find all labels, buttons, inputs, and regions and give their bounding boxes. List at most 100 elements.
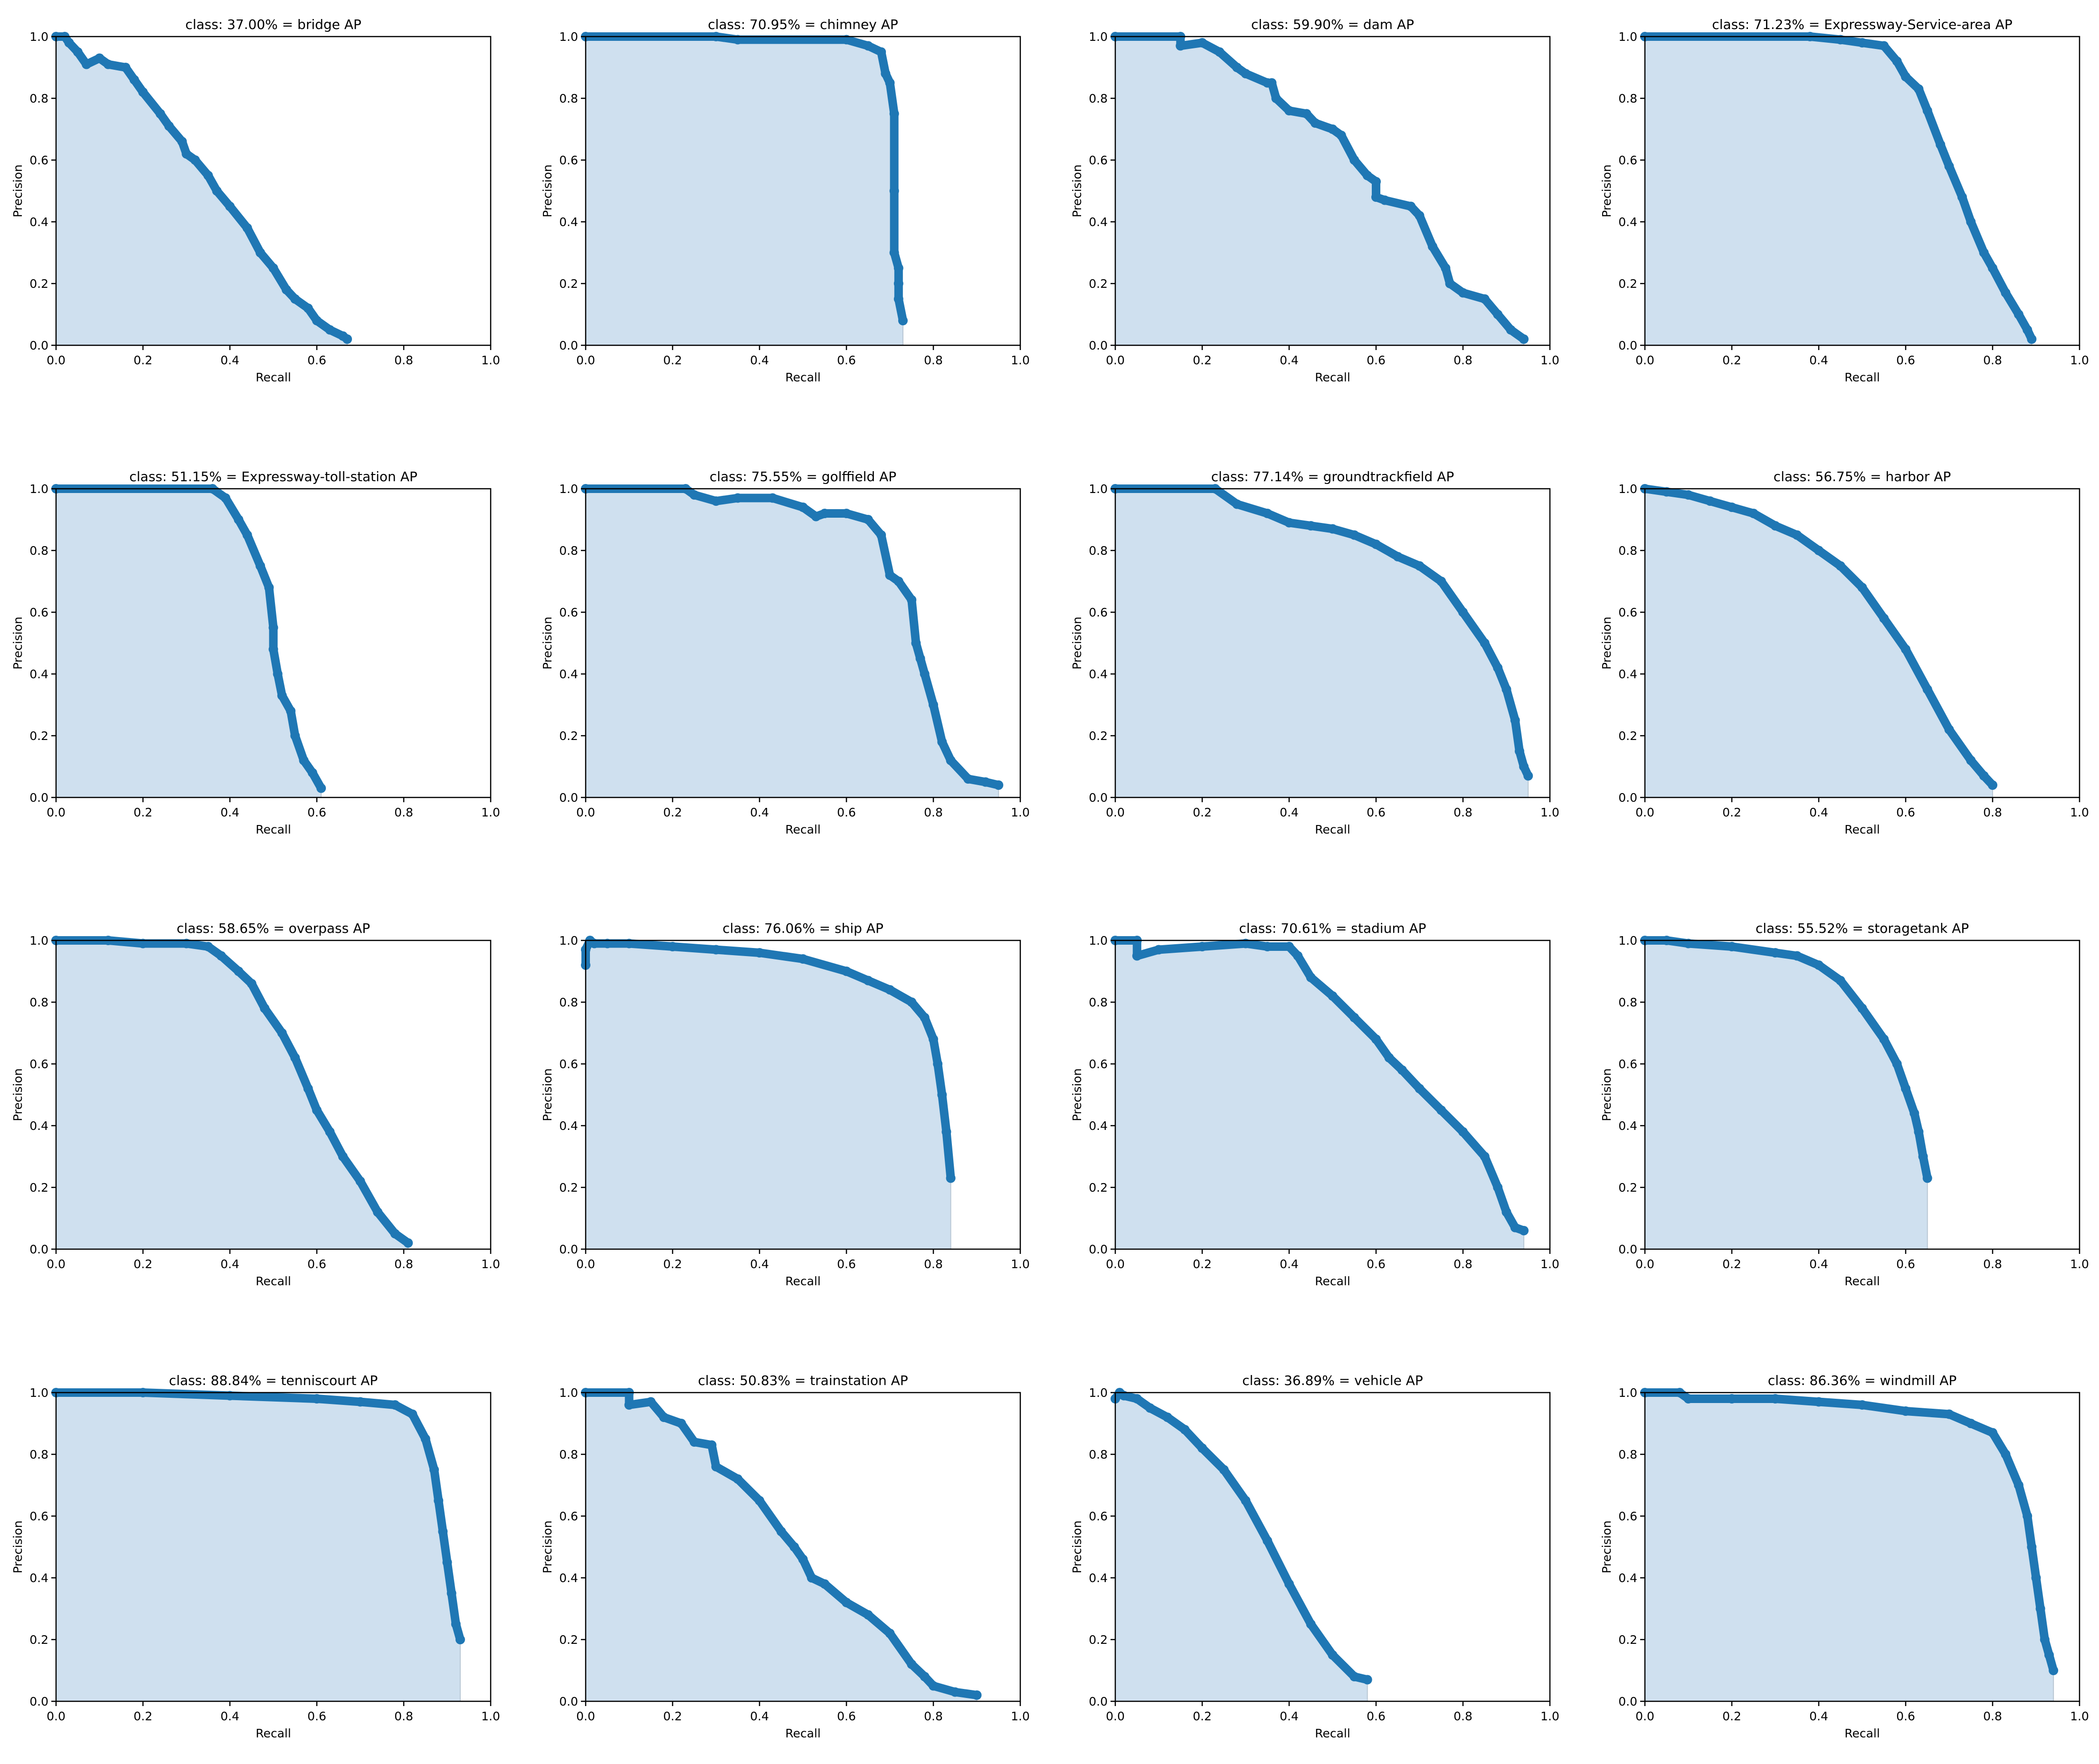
pr-point bbox=[1162, 1413, 1172, 1422]
pr-point bbox=[312, 1105, 322, 1115]
x-tick-label: 0.4 bbox=[1809, 1257, 1828, 1271]
y-tick-label: 0.6 bbox=[1089, 606, 1108, 619]
pr-point bbox=[1814, 546, 1824, 555]
pr-point bbox=[1979, 771, 1989, 781]
x-tick-label: 0.8 bbox=[1983, 806, 2002, 819]
pr-point bbox=[1519, 334, 1529, 344]
y-tick-label: 0.2 bbox=[29, 1181, 48, 1195]
pr-point bbox=[1406, 201, 1416, 211]
axes-frame bbox=[585, 1392, 1021, 1702]
x-tick-label: 1.0 bbox=[2070, 806, 2089, 819]
pr-point bbox=[299, 756, 309, 765]
x-tick-label: 0.8 bbox=[924, 806, 943, 819]
pr-point bbox=[1683, 490, 1693, 500]
pr-point bbox=[1336, 131, 1346, 140]
x-tick-label: 0.0 bbox=[47, 1709, 66, 1723]
pr-point bbox=[1705, 496, 1715, 506]
y-tick-label: 1.0 bbox=[1618, 482, 1637, 496]
chart-title: class: 71.23% = Expressway-Service-area … bbox=[1712, 17, 2012, 32]
y-tick-label: 0.2 bbox=[559, 277, 578, 291]
pr-point bbox=[1493, 663, 1503, 673]
pr-point bbox=[181, 939, 191, 948]
pr-point bbox=[1835, 561, 1845, 571]
x-tick-label: 0.8 bbox=[924, 1257, 943, 1271]
y-tick-label: 0.4 bbox=[29, 1571, 48, 1585]
y-tick-label: 0.6 bbox=[1089, 153, 1108, 167]
y-tick-label: 0.2 bbox=[1089, 277, 1108, 291]
pr-point bbox=[1306, 1619, 1316, 1629]
y-tick-label: 0.8 bbox=[1618, 544, 1637, 558]
x-tick-label: 1.0 bbox=[1011, 806, 1030, 819]
pr-point bbox=[1445, 279, 1455, 288]
pr-point bbox=[1328, 124, 1338, 134]
x-tick-label: 0.0 bbox=[576, 353, 595, 367]
x-axis-label: Recall bbox=[1844, 370, 1880, 384]
pr-point bbox=[442, 1557, 452, 1567]
pr-point bbox=[707, 1440, 717, 1450]
y-tick-label: 0.6 bbox=[1618, 606, 1637, 619]
x-axis-label: Recall bbox=[1315, 370, 1350, 384]
pr-point bbox=[1197, 1443, 1207, 1453]
pr-point bbox=[911, 638, 921, 648]
pr-point bbox=[1944, 161, 1954, 171]
pr-chart-10: 0.00.0 0.2 0.2 0.4 0.4 0.6 0.6 0.8 0.8 1.0 1.0 clas… bbox=[1070, 920, 1559, 1288]
pr-point bbox=[408, 1409, 418, 1419]
pr-point bbox=[972, 1690, 982, 1700]
y-tick-label: 0.4 bbox=[1089, 1119, 1108, 1133]
pr-point bbox=[733, 493, 743, 503]
y-axis-label: Precision bbox=[541, 1520, 554, 1574]
pr-point bbox=[1232, 499, 1242, 509]
pr-point bbox=[303, 303, 313, 313]
x-tick-label: 0.6 bbox=[1896, 1257, 1915, 1271]
pr-point bbox=[177, 137, 187, 146]
x-tick-label: 0.6 bbox=[307, 353, 326, 367]
y-tick-label: 0.8 bbox=[559, 92, 578, 105]
pr-point bbox=[1371, 192, 1381, 202]
pr-point bbox=[798, 954, 808, 964]
pr-area bbox=[585, 488, 999, 798]
pr-area bbox=[56, 36, 348, 346]
y-axis-label: Precision bbox=[1600, 1068, 1614, 1121]
chart-title: class: 59.90% = dam AP bbox=[1251, 17, 1414, 32]
axes-frame bbox=[1644, 36, 2080, 346]
x-tick-label: 0.2 bbox=[1722, 1257, 1741, 1271]
pr-point bbox=[1506, 325, 1516, 335]
pr-point bbox=[863, 976, 873, 986]
pr-point bbox=[2027, 1542, 2037, 1552]
pr-point bbox=[1901, 645, 1910, 654]
pr-point bbox=[1918, 1152, 1928, 1161]
pr-point bbox=[390, 1229, 400, 1239]
pr-point bbox=[1384, 1053, 1394, 1062]
pr-chart-4: 0.00.0 0.2 0.2 0.4 0.4 0.6 0.6 0.8 0.8 1.0 1.0 clas… bbox=[11, 469, 500, 836]
pr-point bbox=[1380, 195, 1390, 205]
x-tick-label: 0.8 bbox=[1453, 1709, 1472, 1723]
pr-point bbox=[1349, 1013, 1359, 1023]
y-tick-label: 0.0 bbox=[1089, 339, 1108, 352]
y-tick-label: 0.0 bbox=[1089, 1695, 1108, 1708]
pr-point bbox=[325, 325, 335, 335]
x-tick-label: 0.6 bbox=[1367, 1257, 1386, 1271]
pr-point bbox=[290, 1053, 300, 1062]
chart-title: class: 36.89% = vehicle AP bbox=[1242, 1373, 1423, 1388]
y-tick-label: 0.8 bbox=[1089, 996, 1108, 1009]
pr-point bbox=[1393, 552, 1403, 561]
y-tick-label: 1.0 bbox=[1089, 30, 1108, 44]
x-tick-label: 0.0 bbox=[47, 353, 66, 367]
x-tick-label: 0.0 bbox=[1106, 806, 1125, 819]
pr-point bbox=[1792, 530, 1802, 540]
x-tick-label: 0.0 bbox=[1106, 353, 1125, 367]
pr-point bbox=[1415, 1084, 1425, 1093]
axes-frame bbox=[1114, 1392, 1551, 1702]
chart-title: class: 75.55% = golffield AP bbox=[710, 469, 896, 484]
pr-point bbox=[1857, 1004, 1867, 1013]
axes-frame bbox=[585, 939, 1021, 1250]
y-tick-label: 1.0 bbox=[1618, 934, 1637, 948]
x-tick-label: 0.2 bbox=[1722, 353, 1741, 367]
pr-area bbox=[585, 1392, 978, 1702]
pr-point bbox=[312, 316, 322, 325]
pr-point bbox=[303, 1084, 313, 1093]
pr-point bbox=[290, 294, 300, 304]
x-tick-label: 0.8 bbox=[924, 1709, 943, 1723]
y-tick-label: 0.4 bbox=[1618, 667, 1637, 681]
